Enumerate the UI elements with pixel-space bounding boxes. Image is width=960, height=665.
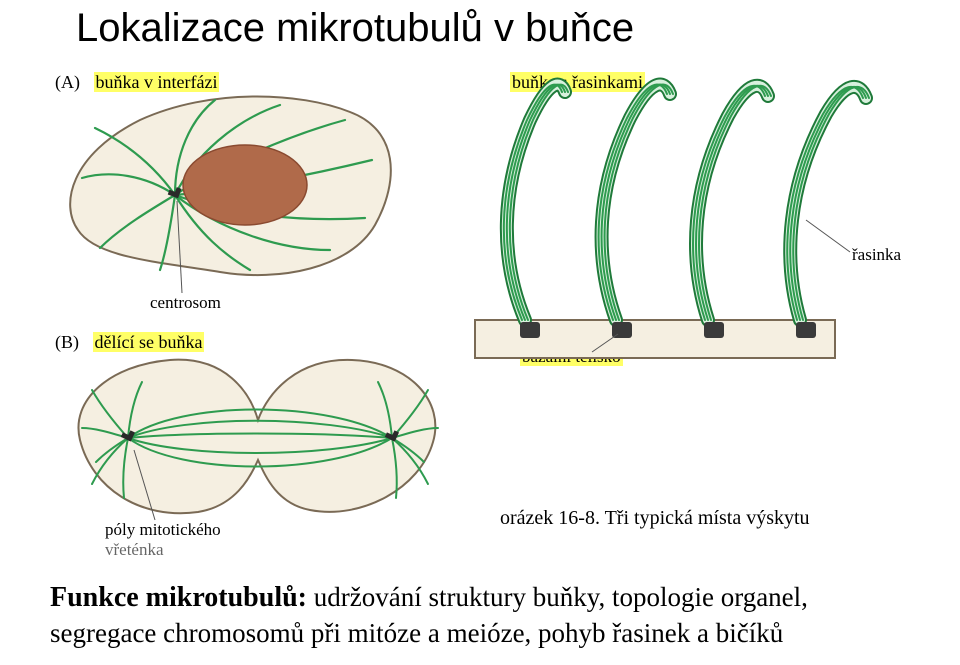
page-root: Lokalizace mikrotubulů v buňce (A) buňka… — [0, 0, 960, 665]
basal-body — [704, 322, 724, 338]
cilium — [693, 86, 771, 320]
cilium — [599, 85, 673, 320]
cilium — [504, 85, 568, 320]
leader-line — [806, 220, 850, 252]
basal-body — [796, 322, 816, 338]
basal-body — [520, 322, 540, 338]
diagram-svg — [0, 0, 960, 665]
nucleus — [183, 145, 307, 225]
cilium — [787, 87, 869, 320]
